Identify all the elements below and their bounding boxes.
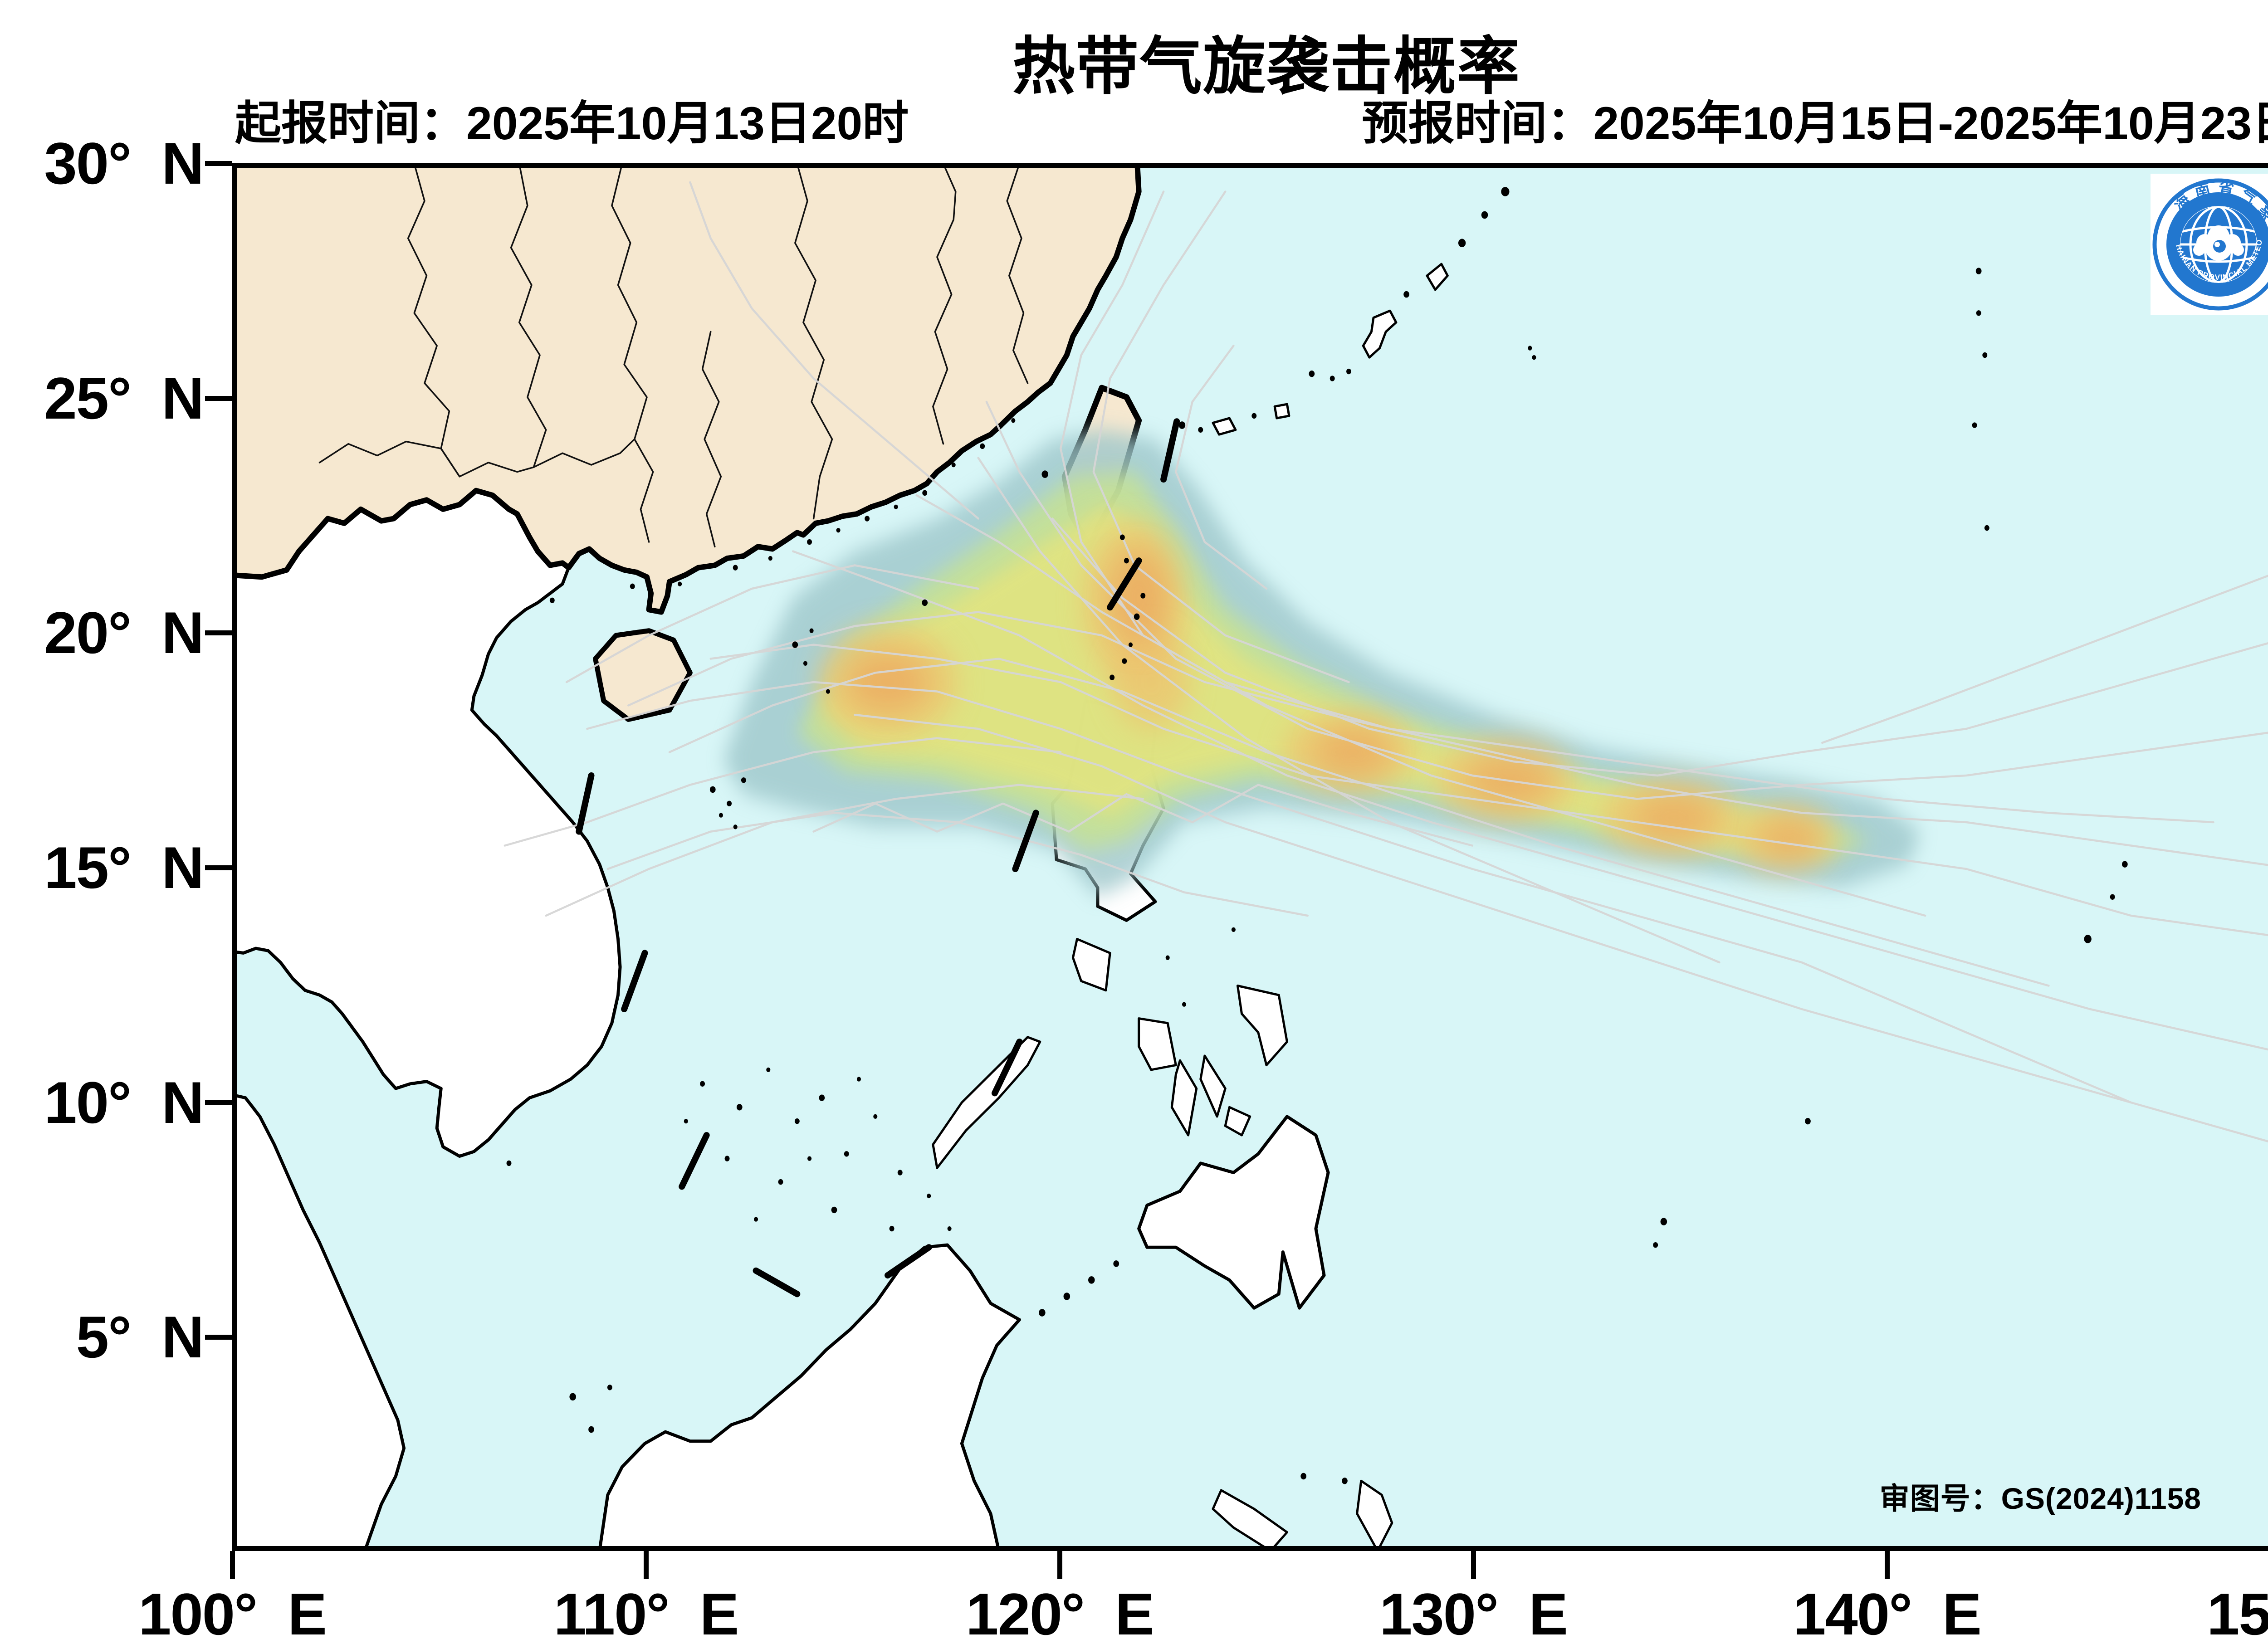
land-borneo — [600, 1245, 1020, 1546]
x-axis-label-130e: 130° E — [1379, 1581, 1568, 1644]
ensemble-track-lines — [505, 182, 2268, 1149]
land-malay-peninsula — [237, 1093, 404, 1546]
init-time-label: 起报时间：2025年10月13日20时 — [235, 98, 909, 149]
y-axis-label-25n: 25° N — [44, 365, 204, 431]
x-axis-tick — [1885, 1551, 1890, 1579]
y-axis-tick — [205, 1100, 232, 1105]
bureau-logo-emblem: 海南省气象局 HAINAN PROVINCIAL METEOROLOGCAL B… — [2147, 167, 2268, 311]
x-axis-tick — [1057, 1551, 1062, 1579]
x-axis-label-150e: 150° E — [2207, 1581, 2268, 1644]
land-sulawesi-tip — [1213, 1490, 1287, 1546]
strike-probability-heatmap — [723, 429, 1921, 897]
bureau-logo: 海南省气象局 HAINAN PROVINCIAL METEOROLOGCAL B… — [2147, 167, 2268, 315]
y-axis-label-5n: 5° N — [76, 1304, 204, 1370]
y-axis-label-10n: 10° N — [44, 1069, 204, 1136]
y-axis-tick — [205, 396, 232, 401]
land-mindanao — [1139, 1117, 1328, 1308]
forecast-time-label: 预报时间：2025年10月15日-2025年10月23日 — [1362, 98, 2268, 149]
nine-dash-line — [579, 421, 1177, 1294]
map-frame: 海南省气象局 HAINAN PROVINCIAL METEOROLOGCAL B… — [232, 163, 2268, 1551]
land-china — [237, 168, 1139, 612]
page-title: 热带气旋袭击概率 — [1012, 32, 1520, 102]
y-axis-label-15n: 15° N — [44, 834, 204, 901]
x-axis-label-110e: 110° E — [553, 1581, 739, 1644]
land-negros — [1172, 1060, 1196, 1135]
land-okinawa — [1363, 311, 1396, 357]
map-canvas — [237, 168, 2268, 1546]
land-hainan — [596, 631, 690, 720]
small-islands — [506, 187, 2128, 1484]
land-indochina — [237, 491, 620, 1156]
province-borders — [320, 168, 1028, 546]
land-palawan — [933, 1037, 1040, 1168]
x-axis-label-100e: 100° E — [138, 1581, 327, 1644]
approval-number: 审图号：GS(2024)1158 — [1879, 1482, 2201, 1515]
y-axis-tick — [205, 865, 232, 870]
x-axis-tick — [644, 1551, 649, 1579]
land-ishigaki — [1213, 418, 1236, 434]
x-axis-label-120e: 120° E — [966, 1581, 1154, 1644]
y-axis-tick — [205, 161, 232, 166]
x-axis-tick — [230, 1551, 235, 1579]
land-samar — [1237, 986, 1287, 1065]
x-axis-tick — [1471, 1551, 1476, 1579]
land-panay — [1139, 1019, 1176, 1070]
y-axis-label-20n: 20° N — [44, 600, 204, 666]
logo-cloud-icon — [2193, 225, 2244, 261]
land-miyako — [1275, 404, 1289, 418]
y-axis-label-30n: 30° N — [44, 130, 204, 196]
subtitle-row: 起报时间：2025年10月13日20时 预报时间：2025年10月15日-202… — [232, 86, 2268, 153]
land-mindoro — [1073, 939, 1110, 990]
land-bohol — [1225, 1107, 1250, 1135]
land-amami — [1427, 264, 1447, 290]
land-cebu — [1201, 1056, 1225, 1117]
y-axis-tick — [205, 630, 232, 635]
x-axis-label-140e: 140° E — [1793, 1581, 1982, 1644]
y-axis-tick — [205, 1335, 232, 1340]
land-halmahera — [1357, 1481, 1392, 1546]
